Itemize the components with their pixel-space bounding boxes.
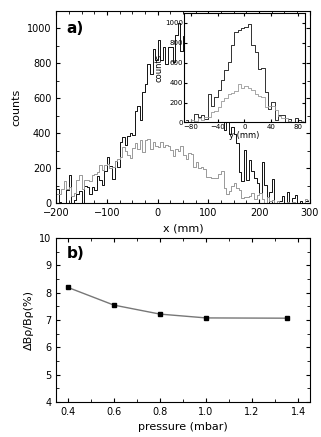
Y-axis label: ΔBρ/Bρ(%): ΔBρ/Bρ(%)	[23, 290, 33, 350]
X-axis label: pressure (mbar): pressure (mbar)	[138, 423, 228, 433]
Text: b): b)	[66, 246, 84, 261]
Text: a): a)	[66, 21, 83, 35]
X-axis label: x (mm): x (mm)	[163, 224, 203, 234]
Y-axis label: counts: counts	[11, 88, 21, 126]
